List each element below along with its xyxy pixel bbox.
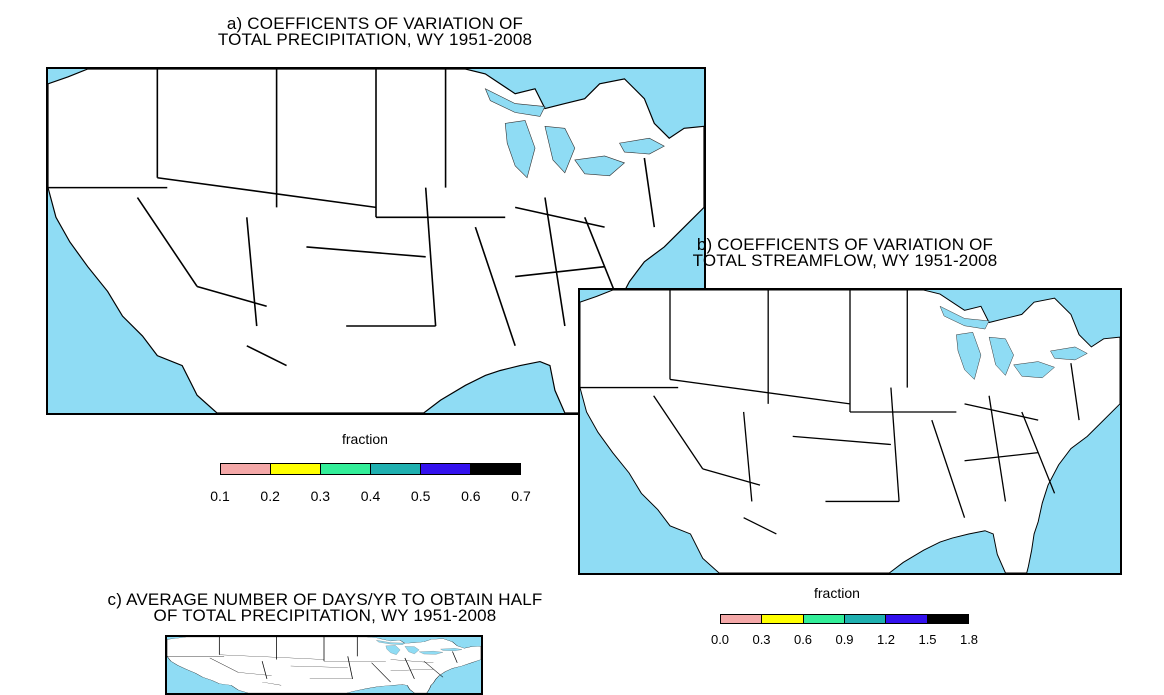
state-border <box>1021 411 1056 494</box>
colorbar-tick-label: 0.6 <box>793 632 813 647</box>
state-border <box>390 659 434 663</box>
panel-b-title: b) COEFFICENTS OF VARIATION OF TOTAL STR… <box>640 235 1050 270</box>
state-border <box>988 395 1007 502</box>
colorbar-segment <box>221 464 271 474</box>
panel-b-title-line2: TOTAL STREAMFLOW, WY 1951-2008 <box>692 251 998 270</box>
state-border <box>653 395 704 470</box>
colorbar-segment <box>844 615 887 623</box>
land-area <box>580 290 1120 573</box>
state-border <box>424 187 437 327</box>
state-border <box>669 378 851 405</box>
lake <box>484 88 546 117</box>
lake <box>574 155 626 177</box>
lake <box>544 125 576 174</box>
panel-a-map-svg <box>48 69 704 413</box>
state-border <box>136 197 198 287</box>
panel-b-title-line1: b) COEFFICENTS OF VARIATION OF <box>696 235 994 254</box>
colorbar-segment <box>927 615 968 623</box>
state-border <box>514 206 605 228</box>
colorbar-tick-label: 1.2 <box>876 632 896 647</box>
panel-b-map <box>578 288 1122 575</box>
colorbar-tick-label: 0.6 <box>461 488 481 504</box>
panel-a-title-line1: a) COEFFICENTS OF VARIATION OF <box>226 14 524 33</box>
colorbar-tick-label: 0.1 <box>210 488 230 504</box>
state-border <box>931 419 966 518</box>
state-border <box>743 517 777 535</box>
colorbar-tick-label: 0.3 <box>752 632 771 647</box>
panel-b-map-svg <box>580 290 1120 573</box>
state-border <box>515 265 605 278</box>
colorbar-tick-label: 0.2 <box>260 488 280 504</box>
panel-b-legend-label: fraction <box>814 585 860 601</box>
colorbar-tick-label: 1.8 <box>959 632 979 647</box>
panel-a-legend-label: fraction <box>342 431 388 447</box>
lake <box>1013 361 1056 379</box>
colorbar-segment <box>321 464 371 474</box>
colorbar-segment <box>421 464 471 474</box>
state-border <box>245 217 258 327</box>
state-border <box>964 451 1039 462</box>
colorbar-segment <box>721 615 763 623</box>
lake <box>418 651 444 655</box>
panel-a-title-line2: TOTAL PRECIPITATION, WY 1951-2008 <box>217 30 533 49</box>
panel-c-title-line1: c) AVERAGE NUMBER OF DAYS/YR TO OBTAIN H… <box>107 590 543 609</box>
lake <box>956 332 982 380</box>
panel-a-title: a) COEFFICENTS OF VARIATION OF TOTAL PRE… <box>155 14 595 49</box>
colorbar-tick-label: 0.7 <box>511 488 531 504</box>
lake <box>988 336 1014 376</box>
state-border <box>452 651 458 663</box>
panel-b-colorbar <box>720 614 969 624</box>
lake <box>1050 346 1088 361</box>
lake <box>404 646 420 654</box>
state-border <box>742 411 753 502</box>
colorbar-segment <box>271 464 321 474</box>
lake <box>939 305 990 330</box>
panel-a-colorbar <box>220 463 521 475</box>
state-border <box>544 197 566 327</box>
state-border <box>964 403 1039 421</box>
state-border <box>157 176 377 209</box>
colorbar-tick-label: 0.5 <box>410 488 431 504</box>
panel-c-title-line2: OF TOTAL PRECIPITATION, WY 1951-2008 <box>153 606 497 625</box>
colorbar-segment <box>886 615 928 623</box>
colorbar-segment <box>762 615 804 623</box>
colorbar-segment <box>471 464 520 474</box>
panel-c-map-svg <box>167 637 481 693</box>
state-border <box>792 435 891 446</box>
state-border <box>474 226 516 347</box>
lake <box>440 648 463 651</box>
colorbar-segment <box>371 464 421 474</box>
state-border <box>306 246 426 258</box>
lake <box>619 137 665 155</box>
colorbar-tick-label: 0.4 <box>360 488 381 504</box>
state-border <box>246 345 287 367</box>
lake <box>504 120 536 179</box>
state-border <box>643 157 656 228</box>
colorbar-tick-label: 0.3 <box>310 488 331 504</box>
colorbar-segment <box>803 615 845 623</box>
lake <box>385 645 401 655</box>
panel-c-title: c) AVERAGE NUMBER OF DAYS/YR TO OBTAIN H… <box>85 590 565 625</box>
colorbar-tick-label: 0.0 <box>710 632 730 647</box>
state-border <box>1070 363 1080 421</box>
colorbar-tick-label: 1.5 <box>918 632 937 647</box>
state-border <box>219 654 325 660</box>
lake <box>376 640 406 645</box>
state-border <box>890 387 900 502</box>
panel-c-map <box>165 635 483 695</box>
colorbar-tick-label: 0.9 <box>835 632 854 647</box>
